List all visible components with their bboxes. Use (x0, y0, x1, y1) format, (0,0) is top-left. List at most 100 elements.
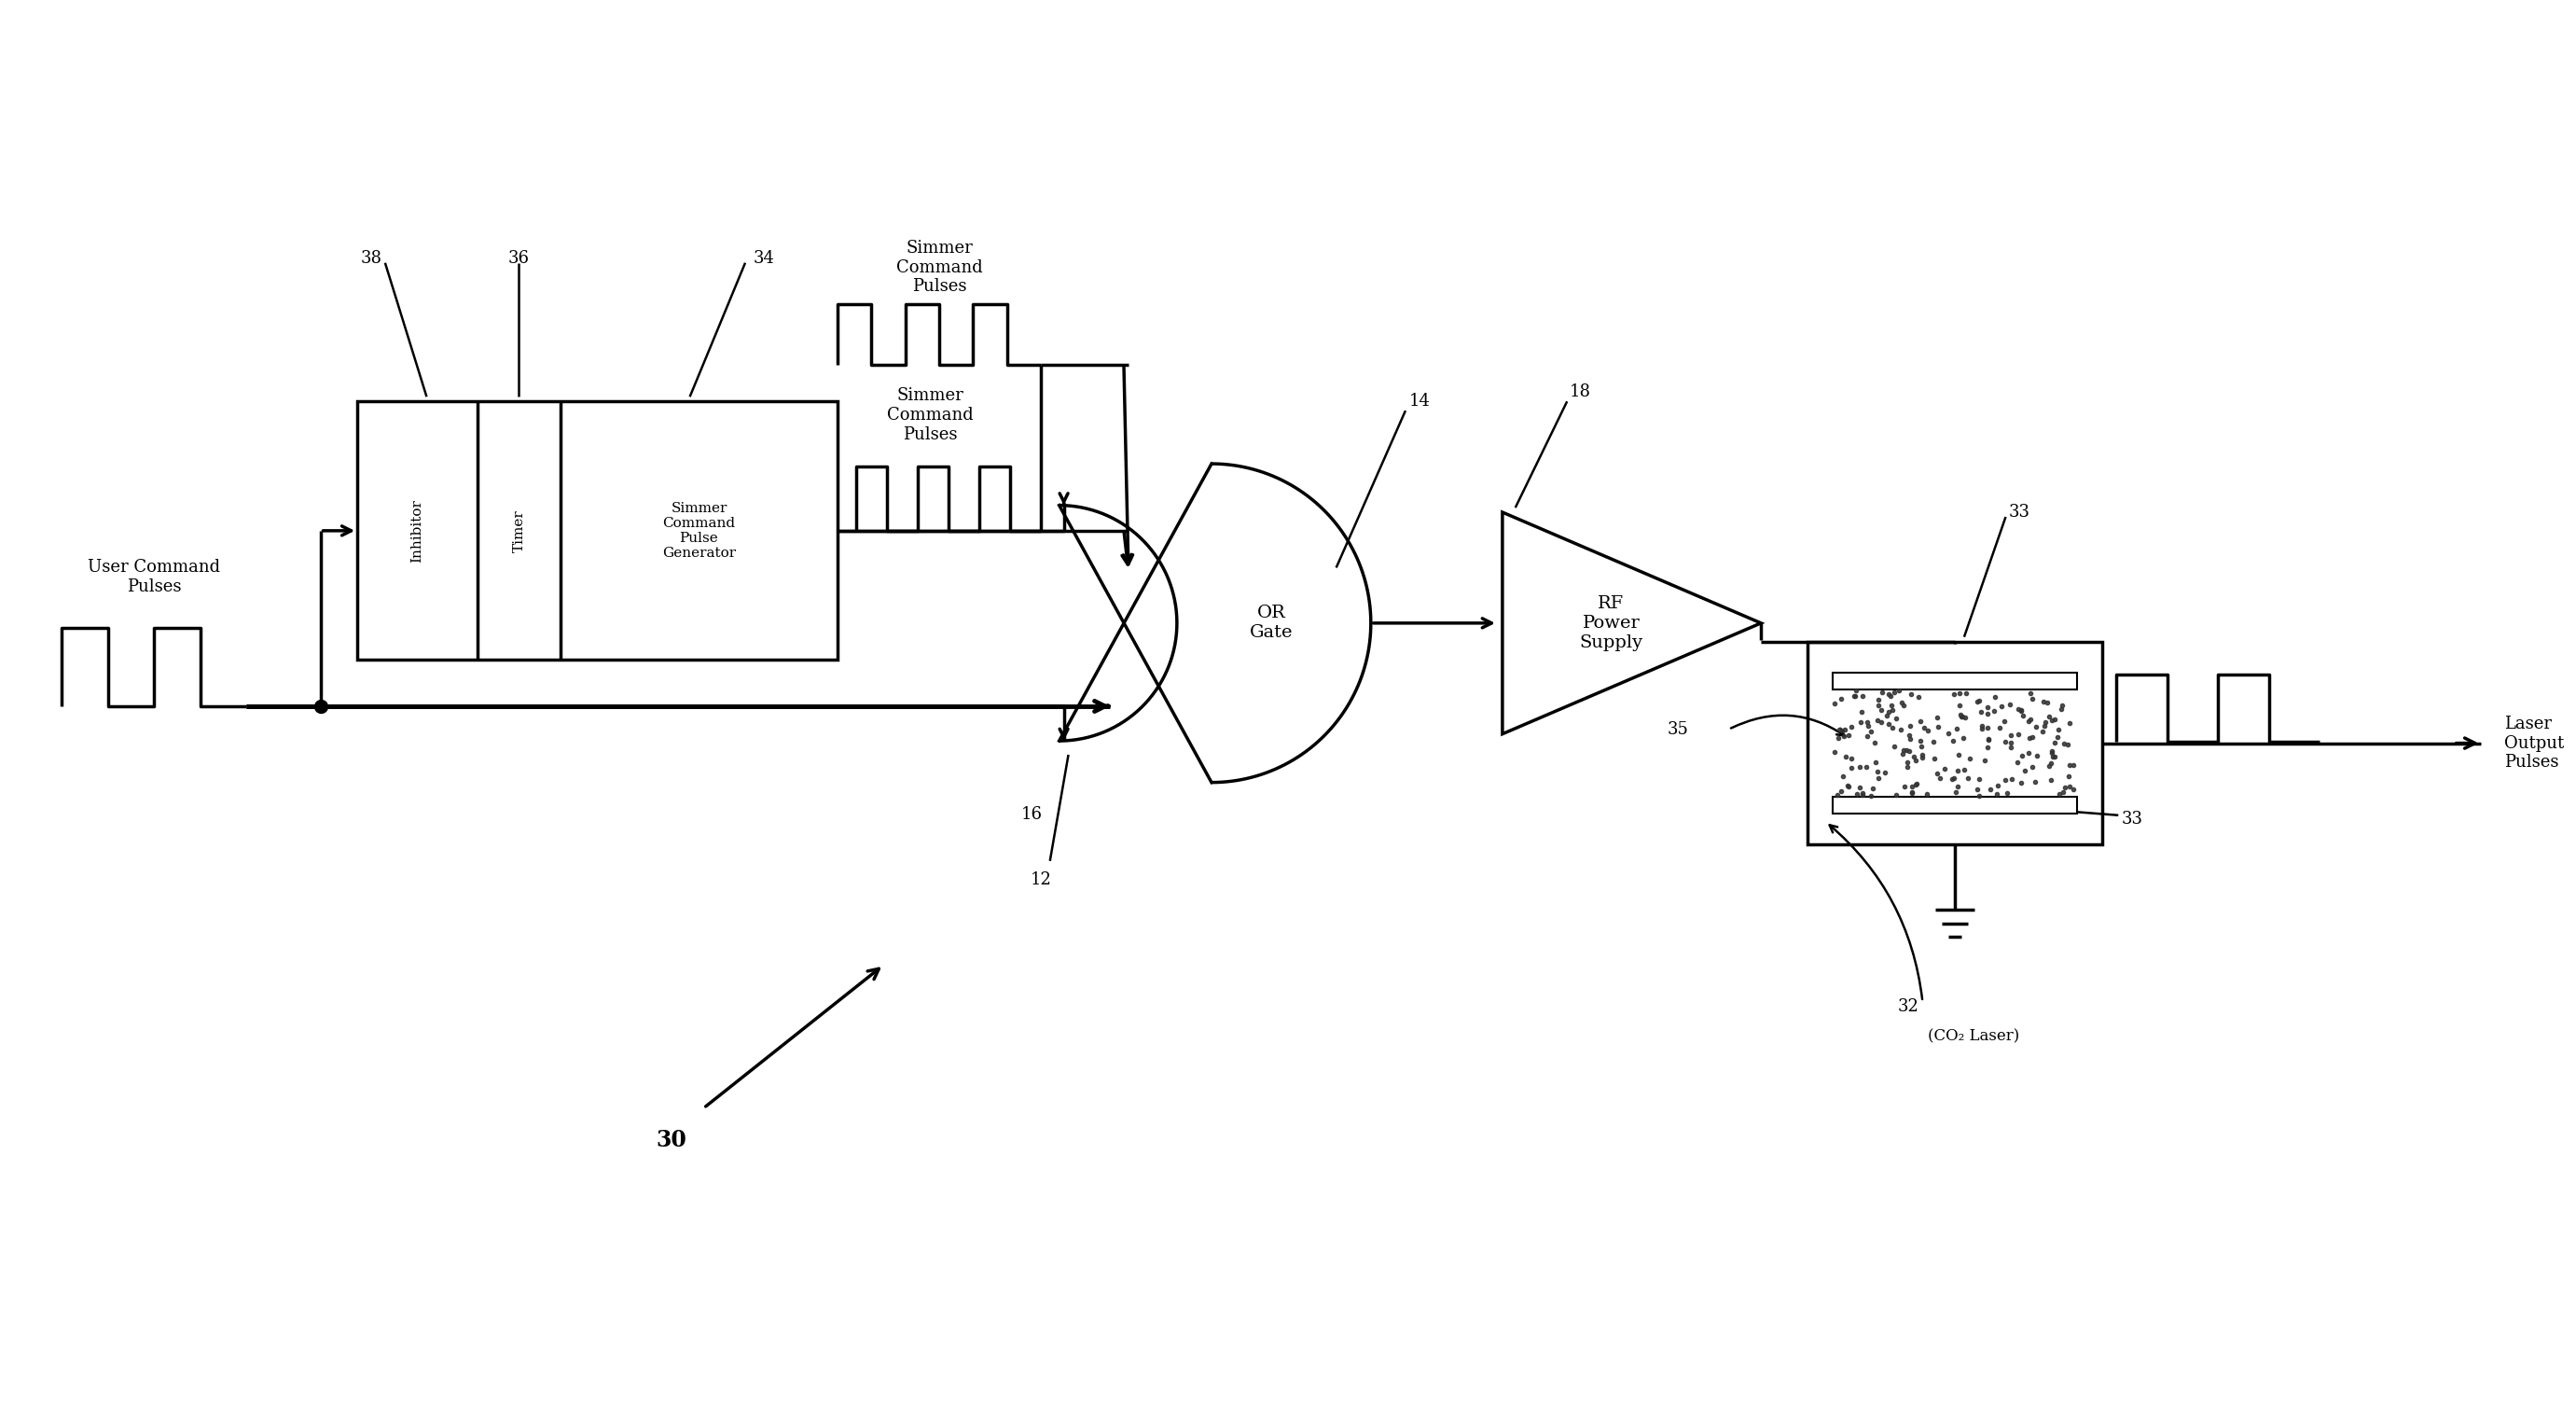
Bar (1808, 641, 2102, 845)
Point (2002, 772, 2043, 794)
Point (1978, 716, 2020, 738)
Point (2007, 710, 2048, 733)
Point (1965, 749, 2007, 772)
Point (1986, 768, 2027, 790)
Point (2030, 769, 2071, 792)
Point (1839, 776, 1880, 799)
Point (2025, 714, 2066, 737)
Point (1942, 704, 1984, 727)
Point (1940, 693, 1981, 716)
Point (1917, 706, 1958, 728)
Point (1891, 682, 1932, 704)
Point (2012, 755, 2053, 778)
Point (1891, 782, 1932, 804)
Point (1883, 738, 1924, 761)
Point (1968, 737, 2009, 759)
Point (2030, 704, 2071, 727)
Point (1935, 780, 1976, 803)
Point (1842, 700, 1883, 723)
Point (1842, 685, 1883, 707)
Text: Simmer
Command
Pulses: Simmer Command Pulses (896, 239, 981, 295)
Point (2043, 733, 2084, 755)
Point (1945, 706, 1986, 728)
Point (1984, 731, 2025, 754)
Point (1883, 695, 1924, 717)
Point (1834, 685, 1875, 707)
Point (2004, 759, 2045, 782)
Point (1842, 782, 1883, 804)
Text: Timer: Timer (513, 509, 526, 553)
Point (1937, 775, 1978, 797)
Point (1958, 768, 1999, 790)
Point (1989, 724, 2030, 747)
Point (1829, 724, 1870, 747)
Point (2014, 716, 2056, 738)
Point (1850, 720, 1891, 742)
Point (2035, 745, 2076, 768)
Point (1991, 735, 2032, 758)
Point (1832, 747, 1873, 769)
Point (1888, 740, 1929, 762)
Point (2002, 704, 2043, 727)
Point (1865, 762, 1906, 785)
Point (1945, 759, 1986, 782)
Point (1868, 700, 1909, 723)
Point (1896, 749, 1937, 772)
Point (1914, 748, 1955, 770)
Point (1832, 716, 1873, 738)
Text: User Command
Pulses: User Command Pulses (88, 558, 222, 595)
Point (1965, 717, 2007, 740)
Point (1891, 782, 1932, 804)
Point (1878, 679, 1919, 702)
Point (1873, 681, 1914, 703)
Point (1891, 775, 1932, 797)
Point (2030, 752, 2071, 775)
Point (2030, 709, 2071, 731)
Point (1816, 783, 1857, 806)
Point (2035, 731, 2076, 754)
Text: 36: 36 (507, 250, 531, 267)
Point (1873, 735, 1914, 758)
Point (1860, 682, 1901, 704)
Point (1932, 768, 1973, 790)
Point (1940, 706, 1981, 728)
Point (1819, 718, 1860, 741)
Point (1870, 717, 1911, 740)
Point (1834, 679, 1875, 702)
Point (1883, 742, 1924, 765)
Point (1839, 755, 1880, 778)
Point (2040, 699, 2081, 721)
Point (1968, 727, 2009, 749)
Point (1937, 759, 1978, 782)
Point (1973, 699, 2014, 721)
Point (1937, 717, 1978, 740)
Bar (1834, 797, 2076, 814)
Point (2048, 711, 2089, 734)
Point (2012, 688, 2053, 710)
Point (2027, 692, 2069, 714)
Point (1899, 710, 1940, 733)
Point (1860, 699, 1901, 721)
Point (2002, 744, 2043, 766)
Text: 38: 38 (361, 250, 381, 267)
Point (2030, 740, 2071, 762)
Point (2045, 776, 2087, 799)
Point (1932, 683, 1973, 706)
Point (1824, 745, 1865, 768)
Point (2017, 744, 2058, 766)
Point (1821, 688, 1862, 710)
Point (1891, 714, 1932, 737)
Point (1834, 685, 1875, 707)
Point (1886, 755, 1927, 778)
Point (1989, 693, 2030, 716)
Point (1821, 780, 1862, 803)
Point (1886, 751, 1927, 773)
Point (2048, 733, 2089, 755)
Point (2022, 690, 2063, 713)
Point (1960, 700, 2002, 723)
Point (2038, 718, 2079, 741)
Point (1870, 699, 1911, 721)
Point (1984, 710, 2025, 733)
Point (1932, 730, 1973, 752)
Point (1906, 720, 1947, 742)
